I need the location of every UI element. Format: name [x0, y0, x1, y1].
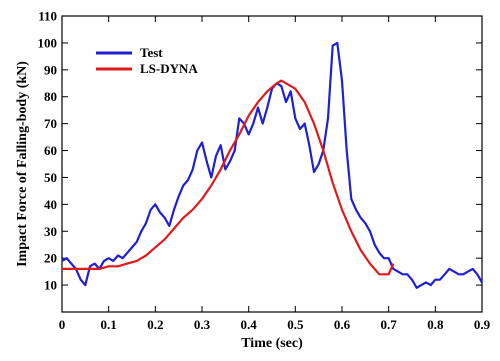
x-tick-label: 0.3: [194, 317, 211, 332]
series-line-ls-dyna: [62, 79, 395, 276]
y-axis-label: Impact Force of Falling-body (kN): [15, 61, 30, 267]
series-lines: [61, 41, 483, 289]
x-axis-label: Time (sec): [241, 336, 303, 351]
y-tick-label: 20: [44, 251, 57, 266]
y-tick-label: 60: [44, 143, 57, 158]
x-tick-label: 0.7: [381, 317, 398, 332]
legend: Test LS-DYNA: [96, 45, 198, 76]
x-tick-label: 0.2: [147, 317, 163, 332]
x-tick-label: 0.8: [427, 317, 444, 332]
y-tick-label: 100: [38, 35, 58, 50]
x-tick-label: 0.4: [241, 317, 258, 332]
x-tick-label: 0.1: [101, 317, 117, 332]
x-tick-label: 0: [59, 317, 66, 332]
y-tick-label: 10: [44, 278, 57, 293]
y-tick-label: 70: [44, 116, 57, 131]
x-ticks: 0 0.1 0.2 0.3 0.4 0.5 0.6 0.7 0.8 0.9: [59, 16, 491, 332]
x-tick-label: 0.6: [334, 317, 351, 332]
series-line-test: [61, 41, 483, 289]
y-tick-label: 110: [38, 9, 57, 24]
y-tick-label: 40: [44, 197, 57, 212]
legend-label-ls-dyna: LS-DYNA: [140, 61, 198, 76]
y-ticks: 10 20 30 40 50 60 70 80 90 100 110: [38, 9, 482, 293]
x-tick-label: 0.9: [474, 317, 491, 332]
y-tick-label: 80: [44, 89, 57, 104]
legend-label-test: Test: [140, 45, 163, 60]
y-tick-label: 50: [44, 170, 57, 185]
plot-frame: [61, 15, 483, 313]
y-tick-label: 30: [44, 224, 57, 239]
y-tick-label: 90: [44, 62, 57, 77]
x-tick-label: 0.5: [287, 317, 304, 332]
